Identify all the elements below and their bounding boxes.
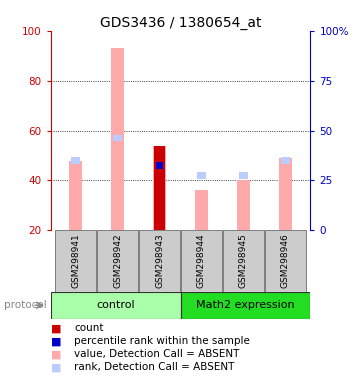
- Bar: [97, 230, 138, 292]
- Text: percentile rank within the sample: percentile rank within the sample: [74, 336, 250, 346]
- Bar: [153, 146, 166, 230]
- Text: count: count: [74, 323, 104, 333]
- Bar: [71, 157, 80, 164]
- Bar: [55, 230, 96, 292]
- Text: ■: ■: [51, 362, 61, 372]
- Bar: [69, 161, 82, 230]
- Bar: [155, 162, 164, 169]
- Bar: [281, 157, 290, 164]
- Bar: [139, 230, 180, 292]
- Bar: [113, 135, 122, 141]
- Bar: [111, 48, 124, 230]
- Text: GSM298945: GSM298945: [239, 234, 248, 288]
- Text: Math2 expression: Math2 expression: [196, 300, 295, 310]
- Bar: [195, 190, 208, 230]
- Text: GSM298944: GSM298944: [197, 234, 206, 288]
- Bar: [237, 180, 250, 230]
- Bar: [180, 292, 310, 319]
- Text: GSM298942: GSM298942: [113, 234, 122, 288]
- Bar: [239, 172, 248, 179]
- Text: ■: ■: [51, 349, 61, 359]
- Text: value, Detection Call = ABSENT: value, Detection Call = ABSENT: [74, 349, 239, 359]
- Bar: [155, 146, 165, 230]
- Bar: [223, 230, 264, 292]
- Bar: [279, 158, 292, 230]
- Text: ■: ■: [51, 323, 61, 333]
- Text: GSM298946: GSM298946: [281, 234, 290, 288]
- Bar: [265, 230, 306, 292]
- Text: rank, Detection Call = ABSENT: rank, Detection Call = ABSENT: [74, 362, 234, 372]
- Bar: [180, 230, 222, 292]
- Title: GDS3436 / 1380654_at: GDS3436 / 1380654_at: [100, 16, 261, 30]
- Bar: [51, 292, 180, 319]
- Bar: [197, 172, 206, 179]
- Bar: [156, 162, 163, 169]
- Text: protocol: protocol: [4, 300, 46, 310]
- Text: control: control: [96, 300, 135, 310]
- Text: ■: ■: [51, 336, 61, 346]
- Text: GSM298943: GSM298943: [155, 234, 164, 288]
- Text: GSM298941: GSM298941: [71, 234, 80, 288]
